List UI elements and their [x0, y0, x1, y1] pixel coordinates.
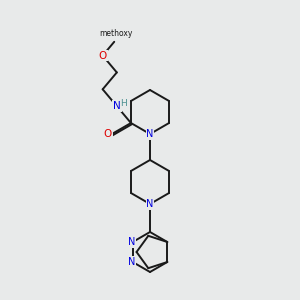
- Text: N: N: [146, 129, 154, 139]
- Text: methoxy: methoxy: [100, 29, 133, 38]
- Text: N: N: [128, 237, 135, 247]
- Text: O: O: [104, 129, 112, 139]
- Text: H: H: [120, 99, 127, 108]
- Text: O: O: [98, 51, 107, 61]
- Text: N: N: [113, 101, 121, 111]
- Text: N: N: [146, 199, 154, 209]
- Text: N: N: [128, 257, 135, 267]
